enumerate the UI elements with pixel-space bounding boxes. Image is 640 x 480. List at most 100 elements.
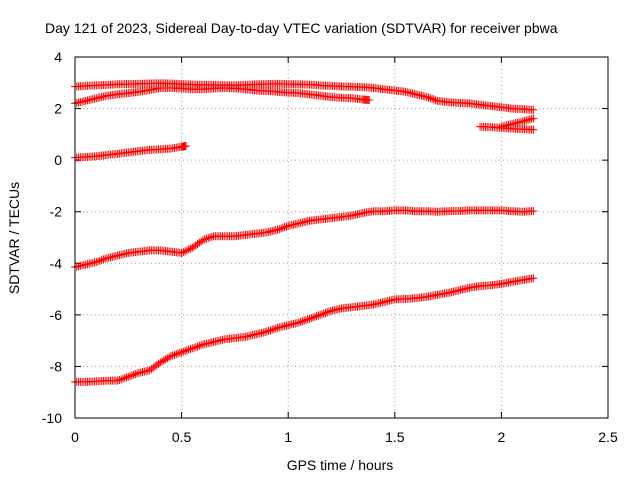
data-points	[71, 79, 538, 386]
y-tick-label: -8	[50, 358, 63, 374]
data-point	[120, 374, 129, 383]
data-point	[294, 318, 303, 327]
y-tick-labels: -10 -8 -6 -4 -2 0 2 4	[42, 49, 62, 426]
data-point	[124, 372, 133, 381]
data-point	[527, 114, 536, 123]
data-point	[268, 325, 277, 334]
data-point	[186, 244, 195, 253]
data-point	[156, 358, 165, 367]
series-sat-e	[71, 141, 190, 162]
data-point	[133, 369, 142, 378]
data-point	[429, 95, 438, 104]
data-point	[197, 341, 206, 350]
data-point	[177, 348, 186, 357]
data-point	[282, 222, 291, 231]
data-point	[206, 233, 215, 242]
data-point	[529, 206, 538, 215]
y-tick-label: -10	[42, 410, 62, 426]
data-point	[524, 115, 533, 124]
data-point	[365, 96, 374, 105]
data-point	[529, 125, 538, 134]
data-point	[529, 105, 538, 114]
data-point	[325, 307, 334, 316]
data-point	[300, 316, 309, 325]
data-point	[323, 308, 332, 317]
data-point	[170, 350, 179, 359]
data-point	[264, 326, 273, 335]
data-point	[312, 312, 321, 321]
data-point	[95, 256, 104, 265]
data-point	[122, 373, 131, 382]
data-point	[309, 313, 318, 322]
data-point	[316, 310, 325, 319]
data-point	[207, 232, 216, 241]
x-axis-label: GPS time / hours	[287, 457, 394, 473]
data-point	[182, 346, 191, 355]
data-point	[310, 312, 319, 321]
data-point	[161, 355, 170, 364]
series-sat-b	[71, 83, 374, 108]
data-point	[431, 96, 440, 105]
data-point	[518, 117, 527, 126]
y-tick-label: -6	[50, 307, 63, 323]
data-point	[198, 236, 207, 245]
data-point	[181, 141, 190, 150]
data-point	[158, 357, 167, 366]
data-point	[529, 274, 538, 283]
data-point	[296, 317, 305, 326]
data-point	[184, 245, 193, 254]
x-tick-label: 2.5	[598, 429, 618, 445]
y-tick-label: 2	[54, 101, 62, 117]
data-point	[177, 248, 186, 257]
data-point	[317, 310, 326, 319]
data-point	[321, 308, 330, 317]
data-point	[202, 234, 211, 243]
data-point	[262, 327, 271, 336]
data-point	[129, 370, 138, 379]
data-point	[101, 254, 110, 263]
data-point	[278, 223, 287, 232]
data-point	[204, 234, 213, 243]
data-point	[200, 235, 209, 244]
plot-frame	[74, 56, 609, 419]
data-point	[522, 116, 531, 125]
x-tick-labels: 0 0.5 1 1.5 2 2.5	[71, 429, 618, 445]
series-sat-d	[497, 114, 538, 131]
x-tick-label: 2	[498, 429, 506, 445]
data-point	[428, 94, 437, 103]
data-point	[307, 314, 316, 323]
data-point	[193, 342, 202, 351]
data-point	[277, 224, 286, 233]
data-point	[298, 317, 307, 326]
data-point	[172, 350, 181, 359]
series-sat-f	[71, 206, 538, 272]
y-tick-label: 0	[54, 152, 62, 168]
data-point	[97, 256, 106, 265]
chart-title: Day 121 of 2023, Sidereal Day-to-day VTE…	[45, 20, 558, 36]
axis-ticks	[74, 56, 609, 419]
data-point	[520, 116, 529, 125]
y-tick-label: -2	[50, 204, 63, 220]
x-tick-label: 1	[284, 429, 292, 445]
data-point	[184, 345, 193, 354]
data-point	[99, 255, 108, 264]
data-point	[166, 352, 175, 361]
data-point	[179, 248, 188, 257]
data-point	[159, 356, 168, 365]
x-tick-label: 0.5	[172, 429, 192, 445]
series-sat-g	[71, 274, 538, 386]
data-point	[127, 371, 136, 380]
data-point	[314, 311, 323, 320]
data-point	[179, 347, 188, 356]
data-point	[131, 370, 140, 379]
data-point	[275, 225, 284, 234]
data-point	[195, 341, 204, 350]
data-point	[188, 344, 197, 353]
data-point	[165, 353, 174, 362]
data-point	[305, 314, 314, 323]
data-point	[271, 324, 280, 333]
data-point	[126, 372, 135, 381]
x-tick-label: 0	[71, 429, 79, 445]
x-tick-label: 1.5	[385, 429, 405, 445]
